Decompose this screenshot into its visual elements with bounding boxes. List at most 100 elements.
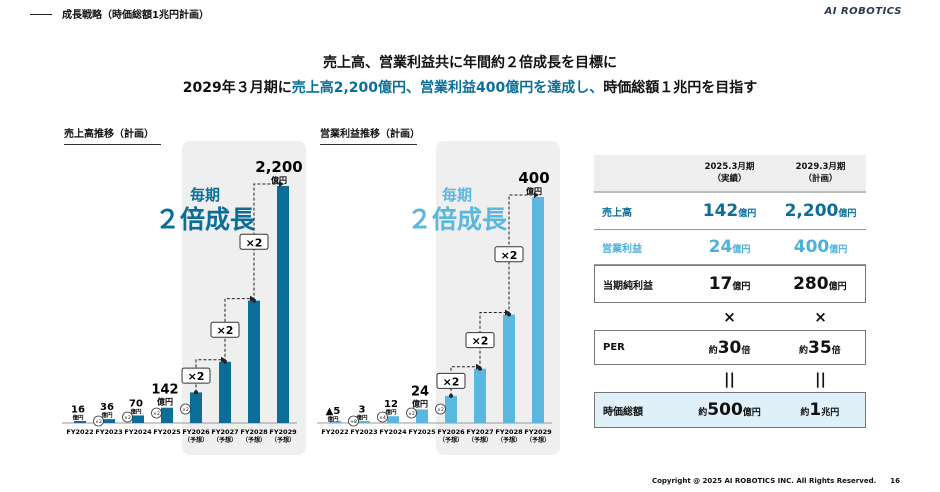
bar-FY2023 — [358, 421, 370, 423]
growth-circle — [348, 415, 359, 427]
callout-big: ２倍成長 — [155, 205, 256, 234]
copyright: Copyright @ 2025 AI ROBOTICS INC. All Ri… — [651, 477, 877, 485]
x-tick-label: FY2027 — [211, 428, 238, 436]
bar-FY2029 — [277, 186, 289, 423]
op-chart-title: 営業利益推移（計画） — [320, 125, 420, 145]
x-tick-label: FY2022 — [321, 428, 348, 436]
x-tick-label: FY2029 — [269, 428, 297, 436]
value-cell: 400億円 — [793, 237, 848, 257]
bar-FY2028 — [248, 300, 260, 423]
arrow-head — [534, 192, 539, 198]
x-tick-sublabel: （予想） — [439, 436, 463, 444]
headline-1: 売上高、営業利益共に年間約２倍成長を目標に — [323, 55, 617, 71]
bar-FY2025 — [161, 407, 173, 423]
unit-label: 億円 — [101, 411, 113, 419]
table-row: × × — [594, 303, 866, 330]
arrow-dot — [252, 298, 256, 303]
section-title: 成長戦略（時価総額1兆円計画） — [62, 10, 209, 21]
value-cell: 142億円 — [702, 201, 757, 221]
operator-symbol: || — [724, 369, 735, 388]
x-tick-label: FY2028 — [495, 428, 523, 436]
value-cell: 約30倍 — [708, 337, 751, 358]
growth-label: ×2 — [124, 415, 131, 421]
value-cell: 17億円 — [708, 274, 751, 294]
growth-box — [436, 372, 466, 389]
row-label: 売上高 — [602, 207, 632, 219]
table-row: 売上高 142億円 2,200億円 — [594, 193, 866, 230]
growth-label: ×2 — [472, 335, 489, 348]
growth-circle — [122, 411, 133, 423]
x-tick-label: FY2024 — [124, 428, 152, 436]
x-tick-sublabel: （予想） — [526, 436, 550, 444]
bar-FY2024 — [132, 415, 144, 423]
unit-label: 億円 — [271, 175, 287, 185]
x-tick-label: FY2022 — [66, 428, 93, 436]
forecast-shade — [182, 141, 306, 455]
growth-label: ×2 — [246, 236, 263, 249]
table-header: 2025.3月期 （実績） 2029.3月期 （計画） — [594, 155, 866, 193]
table-row: 当期純利益 17億円 280億円 — [594, 265, 866, 303]
headline-2-pre: 2029年３月期に — [182, 80, 292, 96]
operator-symbol: || — [815, 369, 826, 388]
arrow-dot — [449, 393, 453, 398]
growth-box — [239, 233, 269, 250]
value-cell: 約35倍 — [798, 337, 841, 358]
growth-arrow — [224, 298, 251, 362]
growth-label: ×2 — [95, 419, 102, 425]
bar-FY2023 — [103, 419, 115, 423]
bar-FY2022 — [329, 421, 341, 423]
arrow-head — [505, 309, 510, 316]
sales-chart-title: 売上高推移（計画） — [64, 125, 161, 145]
headline-2-highlight: 売上高2,200億円、営業利益400億円を達成し、 — [291, 80, 604, 96]
x-tick-label: FY2029 — [524, 428, 552, 436]
growth-label: +8 — [350, 419, 357, 425]
callout-small: 毎期 — [190, 186, 220, 204]
value-label: 24 — [411, 384, 429, 399]
value-cell: 約500億円 — [698, 400, 761, 420]
value-cell: 24億円 — [708, 237, 751, 257]
arrow-head — [476, 363, 481, 370]
table-row: || || — [594, 365, 866, 392]
unit-label: 億円 — [356, 413, 368, 421]
growth-label: ×2 — [501, 249, 518, 262]
growth-circle — [377, 411, 388, 423]
bar-FY2024 — [387, 416, 399, 423]
value-cell: 280億円 — [793, 274, 847, 294]
value-cell: 2,200億円 — [784, 201, 857, 221]
growth-label: ×4 — [379, 415, 386, 421]
bar-FY2028 — [503, 314, 515, 423]
arrow-dot — [478, 366, 482, 371]
growth-label: ×2 — [217, 324, 234, 337]
footer: Copyright @ 2025 AI ROBOTICS INC. All Ri… — [652, 477, 900, 485]
page-number: 16 — [890, 477, 900, 485]
company-logo: AI ROBOTICS — [824, 6, 902, 17]
growth-box — [494, 246, 524, 263]
growth-arrow — [450, 366, 477, 396]
header-rule — [30, 14, 52, 15]
value-label: 3 — [359, 404, 366, 415]
headline-2-post: 時価総額１兆円を目指す — [603, 80, 758, 96]
x-tick-label: FY2023 — [95, 428, 122, 436]
row-label: 当期純利益 — [603, 280, 653, 292]
growth-box — [210, 321, 240, 338]
bar-FY2027 — [219, 361, 231, 423]
value-cell: 約1兆円 — [800, 400, 840, 420]
col-2025: 2025.3月期 （実績） — [704, 162, 755, 184]
x-tick-label: FY2024 — [379, 428, 407, 436]
unit-label: 億円 — [72, 413, 84, 421]
x-tick-sublabel: （予想） — [242, 436, 266, 444]
growth-label: ×2 — [443, 375, 460, 388]
unit-label: 億円 — [130, 407, 142, 415]
x-tick-label: FY2028 — [240, 428, 268, 436]
bar-FY2022 — [74, 421, 86, 423]
bar-FY2025 — [416, 409, 428, 423]
growth-arrow — [253, 183, 280, 301]
value-label: 12 — [384, 399, 398, 410]
growth-circle — [435, 403, 446, 415]
arrow-dot — [507, 312, 511, 317]
bar-FY2026 — [190, 392, 202, 423]
callout-big: ２倍成長 — [407, 205, 508, 234]
bar-FY2026 — [445, 395, 457, 423]
growth-label: ×2 — [188, 370, 205, 383]
